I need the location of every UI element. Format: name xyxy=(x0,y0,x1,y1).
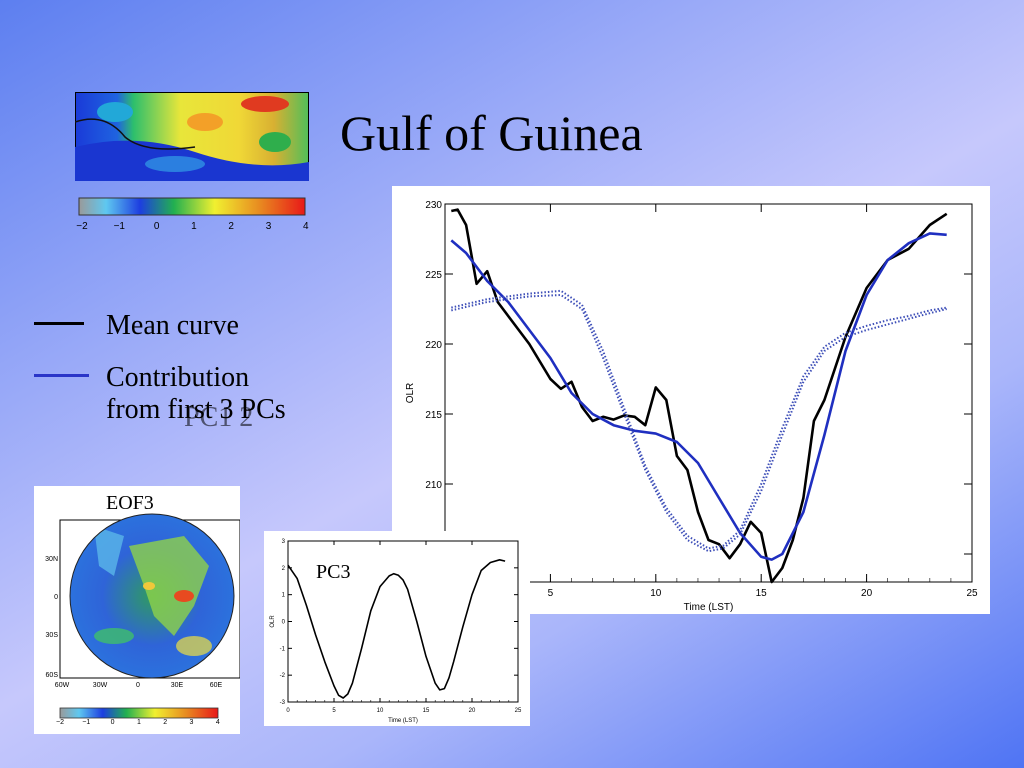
eof3-colorbar-tick: 3 xyxy=(189,719,194,726)
y-tick-label: 3 xyxy=(282,539,286,545)
pc3-chart-panel: 0 5 10 15 20 25 -3 -2 -1 0 1 2 3 Time (LST) OLR PC3 xyxy=(264,531,530,726)
mean-olr-chart: 510152025205210215220225230Time (LST)OLR xyxy=(405,200,978,613)
thumbnail-colorbar-tick: −1 xyxy=(113,221,125,232)
eof3-lat-tick: 0 xyxy=(54,594,58,601)
contribution-legend-label: Contribution from first 3 PCs xyxy=(106,362,286,426)
contribution-legend-label-line1: Contribution xyxy=(106,362,250,393)
x-tick-label: 20 xyxy=(469,708,476,714)
y-tick-label: 220 xyxy=(425,340,442,351)
x-tick-label: 15 xyxy=(756,588,768,599)
x-tick-label: 5 xyxy=(332,708,336,714)
y-tick-label: 215 xyxy=(425,410,442,421)
eof3-lat-tick: 30N xyxy=(45,556,58,563)
mean-curve-legend-line xyxy=(34,322,84,325)
x-tick-label: 25 xyxy=(515,708,522,714)
thumbnail-colorbar-tick: 3 xyxy=(265,221,272,232)
eof3-lat-tick: 60S xyxy=(45,672,58,679)
y-tick-label: 1 xyxy=(282,593,286,599)
eof3-lon-tick: 0 xyxy=(136,682,140,689)
eof3-colorbar-tick: −2 xyxy=(56,719,64,726)
thumbnail-colorbar-tick: 1 xyxy=(191,221,197,232)
pc3-title: PC3 xyxy=(316,561,351,583)
eof3-lon-tick: 30W xyxy=(92,682,108,689)
thumbnail-colorbar-tick: 2 xyxy=(228,221,234,232)
x-tick-label: 15 xyxy=(423,708,430,714)
y-axis-label: OLR xyxy=(270,615,276,628)
y-tick-label: 210 xyxy=(425,480,442,491)
x-tick-label: 5 xyxy=(548,588,554,599)
slide-title: Gulf of Guinea xyxy=(340,105,643,161)
plot-frame xyxy=(444,203,973,583)
x-axis-label: Time (LST) xyxy=(684,602,734,613)
y-axis-label: OLR xyxy=(405,383,416,404)
eof3-colorbar-tick: 2 xyxy=(163,719,168,726)
eof3-title: EOF3 xyxy=(106,492,154,514)
x-tick-label: 10 xyxy=(650,588,662,599)
pc3-chart: 0 5 10 15 20 25 -3 -2 -1 0 1 2 3 Time (LST) OLR xyxy=(270,539,522,724)
thumbnail-colorbar-tick: 0 xyxy=(153,221,160,232)
x-tick-label: 10 xyxy=(377,708,384,714)
contribution-legend-label-line2: from first 3 PCs xyxy=(106,394,286,425)
y-tick-label: 230 xyxy=(425,200,442,211)
overlapping-pc-label: PC1 2 xyxy=(184,402,254,433)
series-line-contribution xyxy=(450,232,947,561)
mean-curve-legend-label: Mean curve xyxy=(106,310,239,341)
eof3-map xyxy=(59,513,241,719)
eof3-colorbar-tick: 0 xyxy=(110,719,115,726)
thumbnail-colorbar-tick: 4 xyxy=(303,221,309,232)
eof3-colorbar-tick: 4 xyxy=(215,719,220,726)
series-line-mean xyxy=(451,208,948,584)
y-tick-label: -1 xyxy=(280,646,286,652)
eof3-lon-tick: 60E xyxy=(209,682,223,689)
eof3-colorbar-tick: −1 xyxy=(82,719,91,726)
thumbnail-colorbar-tick: −2 xyxy=(76,221,88,232)
eof3-lon-tick: 60W xyxy=(54,682,70,689)
contribution-legend-line xyxy=(34,374,89,377)
y-tick-label: -2 xyxy=(280,673,286,679)
y-tick-label: 2 xyxy=(282,566,286,572)
thumbnail-map xyxy=(74,91,310,182)
x-tick-label: 0 xyxy=(286,708,290,714)
y-tick-label: 0 xyxy=(282,620,286,626)
y-tick-label: 225 xyxy=(425,270,442,281)
y-tick-label: -3 xyxy=(280,700,286,706)
series-line-0 xyxy=(287,558,506,699)
thumbnail-colorbar: −2 −1 0 1 2 3 4 xyxy=(76,197,309,237)
eof3-lon-tick: 30E xyxy=(170,682,184,689)
eof3-lat-tick: 30S xyxy=(45,632,58,639)
eof3-colorbar-tick: 1 xyxy=(136,719,141,726)
x-axis-label: Time (LST) xyxy=(388,718,418,724)
x-tick-label: 20 xyxy=(861,588,873,599)
eof3-panel: EOF3 30N 0 30S 60S 60W 30W 0 30E 60E −2 −1 0 1 2 3 4 xyxy=(34,486,241,734)
series-line-pc-dotted-2 xyxy=(451,289,947,550)
x-tick-label: 25 xyxy=(966,588,978,599)
